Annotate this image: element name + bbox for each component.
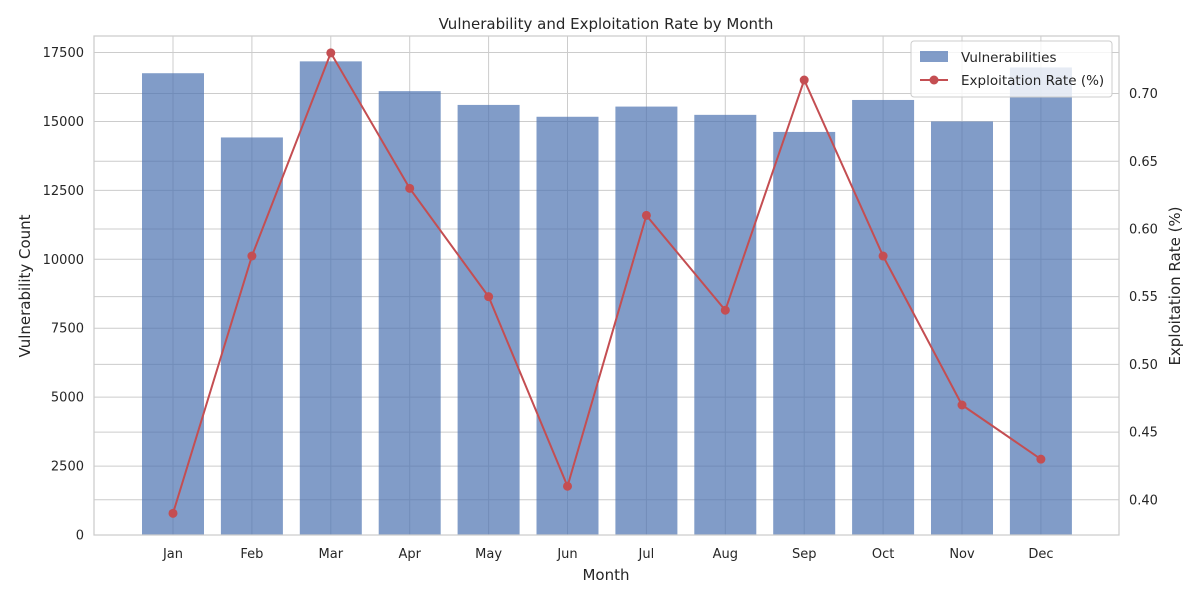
x-tick-label-feb: Feb (240, 547, 263, 562)
x-tick-label-may: May (475, 547, 502, 562)
x-tick-label-sep: Sep (792, 547, 817, 562)
bar-apr (378, 91, 441, 535)
x-axis-label: Month (582, 566, 629, 584)
y-tick-label-1: 2500 (51, 460, 84, 475)
point-jun (563, 481, 572, 491)
bar-oct (852, 99, 915, 536)
point-apr (405, 183, 415, 193)
x-tick-label-jan: Jan (162, 547, 183, 562)
y-tick-label-3: 7500 (51, 322, 84, 337)
legend-swatch-vulnerabilities (920, 51, 948, 62)
legend-box (910, 40, 1113, 98)
legend-label-vulnerabilities: Vulnerabilities (961, 50, 1057, 66)
y-tick-label-5: 12500 (43, 184, 84, 199)
bar-dec (1009, 67, 1072, 536)
y2-tick-label-1: 0.45 (1129, 426, 1158, 441)
legend-label-exploitation: Exploitation Rate (%) (961, 73, 1104, 89)
bar-feb (220, 137, 283, 535)
point-aug (720, 305, 730, 315)
point-jan (168, 508, 178, 518)
bar-may (457, 104, 520, 535)
point-dec (1036, 454, 1046, 464)
point-mar (326, 48, 336, 58)
legend-marker-exploitation (929, 75, 939, 85)
bar-aug (694, 114, 757, 536)
x-tick-label-jun: Jun (556, 547, 577, 562)
y-tick-label-0: 0 (76, 529, 84, 544)
x-tick-label-oct: Oct (872, 547, 894, 562)
x-tick-label-jul: Jul (638, 547, 655, 562)
y-tick-label-6: 15000 (43, 115, 84, 130)
y2-axis-label: Exploitation Rate (%) (1166, 206, 1184, 365)
y2-tick-label-4: 0.60 (1129, 222, 1158, 237)
x-tick-label-dec: Dec (1028, 547, 1053, 562)
point-may (484, 292, 494, 302)
legend: Vulnerabilities Exploitation Rate (%) (910, 40, 1113, 98)
bar-jul (615, 106, 678, 536)
point-nov (957, 400, 967, 410)
chart-title: Vulnerability and Exploitation Rate by M… (439, 15, 774, 33)
y2-tick-label-3: 0.55 (1129, 290, 1158, 305)
point-feb (247, 251, 257, 261)
y-axis-label: Vulnerability Count (16, 214, 34, 357)
y-tick-label-7: 17500 (43, 46, 84, 61)
y2-tick-label-5: 0.65 (1129, 155, 1158, 170)
bar-nov (931, 121, 993, 536)
y2-tick-label-2: 0.50 (1129, 358, 1158, 373)
exploitation-rate-line (172, 50, 1042, 514)
point-oct (878, 251, 888, 261)
y-tick-label-4: 10000 (43, 253, 84, 268)
y2-tick-label-6: 0.70 (1129, 87, 1158, 102)
x-tick-label-apr: Apr (398, 547, 421, 562)
point-jul (641, 210, 651, 220)
x-tick-label-nov: Nov (949, 547, 975, 562)
y2-tick-label-0: 0.40 (1129, 493, 1158, 508)
y-tick-label-2: 5000 (51, 391, 84, 406)
bar-jan (142, 73, 204, 535)
bar-jun (536, 116, 599, 536)
bar-sep (773, 131, 836, 535)
x-tick-label-aug: Aug (713, 547, 738, 562)
plot-frame (93, 35, 1120, 536)
point-sep (799, 75, 809, 85)
bar-mar (299, 61, 362, 536)
x-tick-label-mar: Mar (319, 547, 344, 562)
